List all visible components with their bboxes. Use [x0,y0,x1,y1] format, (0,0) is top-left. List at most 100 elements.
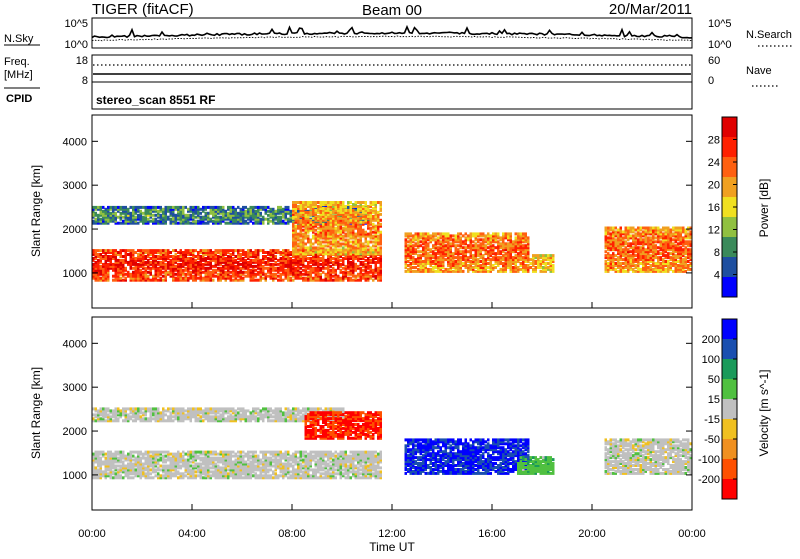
echo-cell [175,277,178,280]
y-tick-label: 2000 [63,224,87,236]
echo-cell [467,264,470,267]
echo-cell [642,230,645,233]
echo-cell [95,212,98,215]
echo-cell [682,248,685,251]
echo-cell [275,210,278,213]
echo-cell [130,451,133,454]
echo-cell [452,238,455,241]
echo-cell [687,248,690,251]
echo-cell [187,208,190,211]
echo-cell [437,256,440,259]
echo-cell [475,232,478,235]
echo-cell [102,249,105,252]
echo-cell [345,255,348,258]
colorbar-segment [722,137,737,158]
echo-cell [122,259,125,262]
echo-cell [135,451,138,454]
echo-cell [122,206,125,209]
echo-cell [175,214,178,217]
echo-cell [157,267,160,270]
echo-cell [462,246,465,249]
echo-cell [622,262,625,265]
echo-cell [212,251,215,254]
echo-cell [457,232,460,235]
echo-cell [525,244,528,247]
echo-cell [297,213,300,216]
echo-cell [210,218,213,221]
echo-cell [325,207,328,210]
echo-cell [205,212,208,215]
echo-cell [352,209,355,212]
echo-cell [635,270,638,273]
echo-cell [417,268,420,271]
echo-cell [302,229,305,232]
echo-cell [607,236,610,239]
echo-cell [185,267,188,270]
echo-cell [165,249,168,252]
echo-cell [487,270,490,273]
echo-cell [672,242,675,245]
echo-cell [632,268,635,271]
echo-cell [407,268,410,271]
echo-cell [107,451,110,454]
echo-cell [340,217,343,220]
echo-cell [660,256,663,259]
echo-cell [110,451,113,454]
echo-cell [150,279,153,282]
echo-cell [297,210,300,213]
echo-cell [477,244,480,247]
echo-cell [367,241,370,244]
echo-cell [257,206,260,209]
echo-cell [497,256,500,259]
echo-cell [245,259,248,262]
echo-cell [267,218,270,221]
echo-cell [187,214,190,217]
echo-cell [432,250,435,253]
echo-cell [165,263,168,266]
echo-cell [380,219,383,222]
echo-cell [500,242,503,245]
echo-cell [95,466,98,469]
echo-cell [360,221,363,224]
echo-cell [217,216,220,219]
echo-cell [255,279,258,282]
echo-cell [317,231,320,234]
echo-cell [445,268,448,271]
echo-cell [207,261,210,264]
echo-cell [450,234,453,237]
echo-cell [512,240,515,243]
echo-cell [370,209,373,212]
echo-cell [275,273,278,276]
echo-cell [487,266,490,269]
echo-cell [487,246,490,249]
echo-cell [245,251,248,254]
echo-cell [480,232,483,235]
echo-cell [367,248,370,251]
echo-cell [200,212,203,215]
echo-cell [467,250,470,253]
echo-cell [207,206,210,209]
echo-cell [415,266,418,269]
echo-cell [615,268,618,271]
echo-cell [505,232,508,235]
echo-cell [250,249,253,252]
echo-cell [147,206,150,209]
echo-cell [367,257,370,260]
echo-cell [97,214,100,217]
echo-cell [122,279,125,282]
echo-cell [380,201,383,204]
echo-cell [647,236,650,239]
echo-cell [432,266,435,269]
echo-cell [287,249,290,252]
echo-cell [627,248,630,251]
echo-cell [217,273,220,276]
echo-cell [480,238,483,241]
echo-cell [377,211,380,214]
echo-cell [120,206,123,209]
echo-cell [122,451,125,454]
echo-cell [355,263,358,266]
echo-cell [237,212,240,215]
echo-cell [420,244,423,247]
echo-cell [490,234,493,237]
echo-cell [455,260,458,263]
